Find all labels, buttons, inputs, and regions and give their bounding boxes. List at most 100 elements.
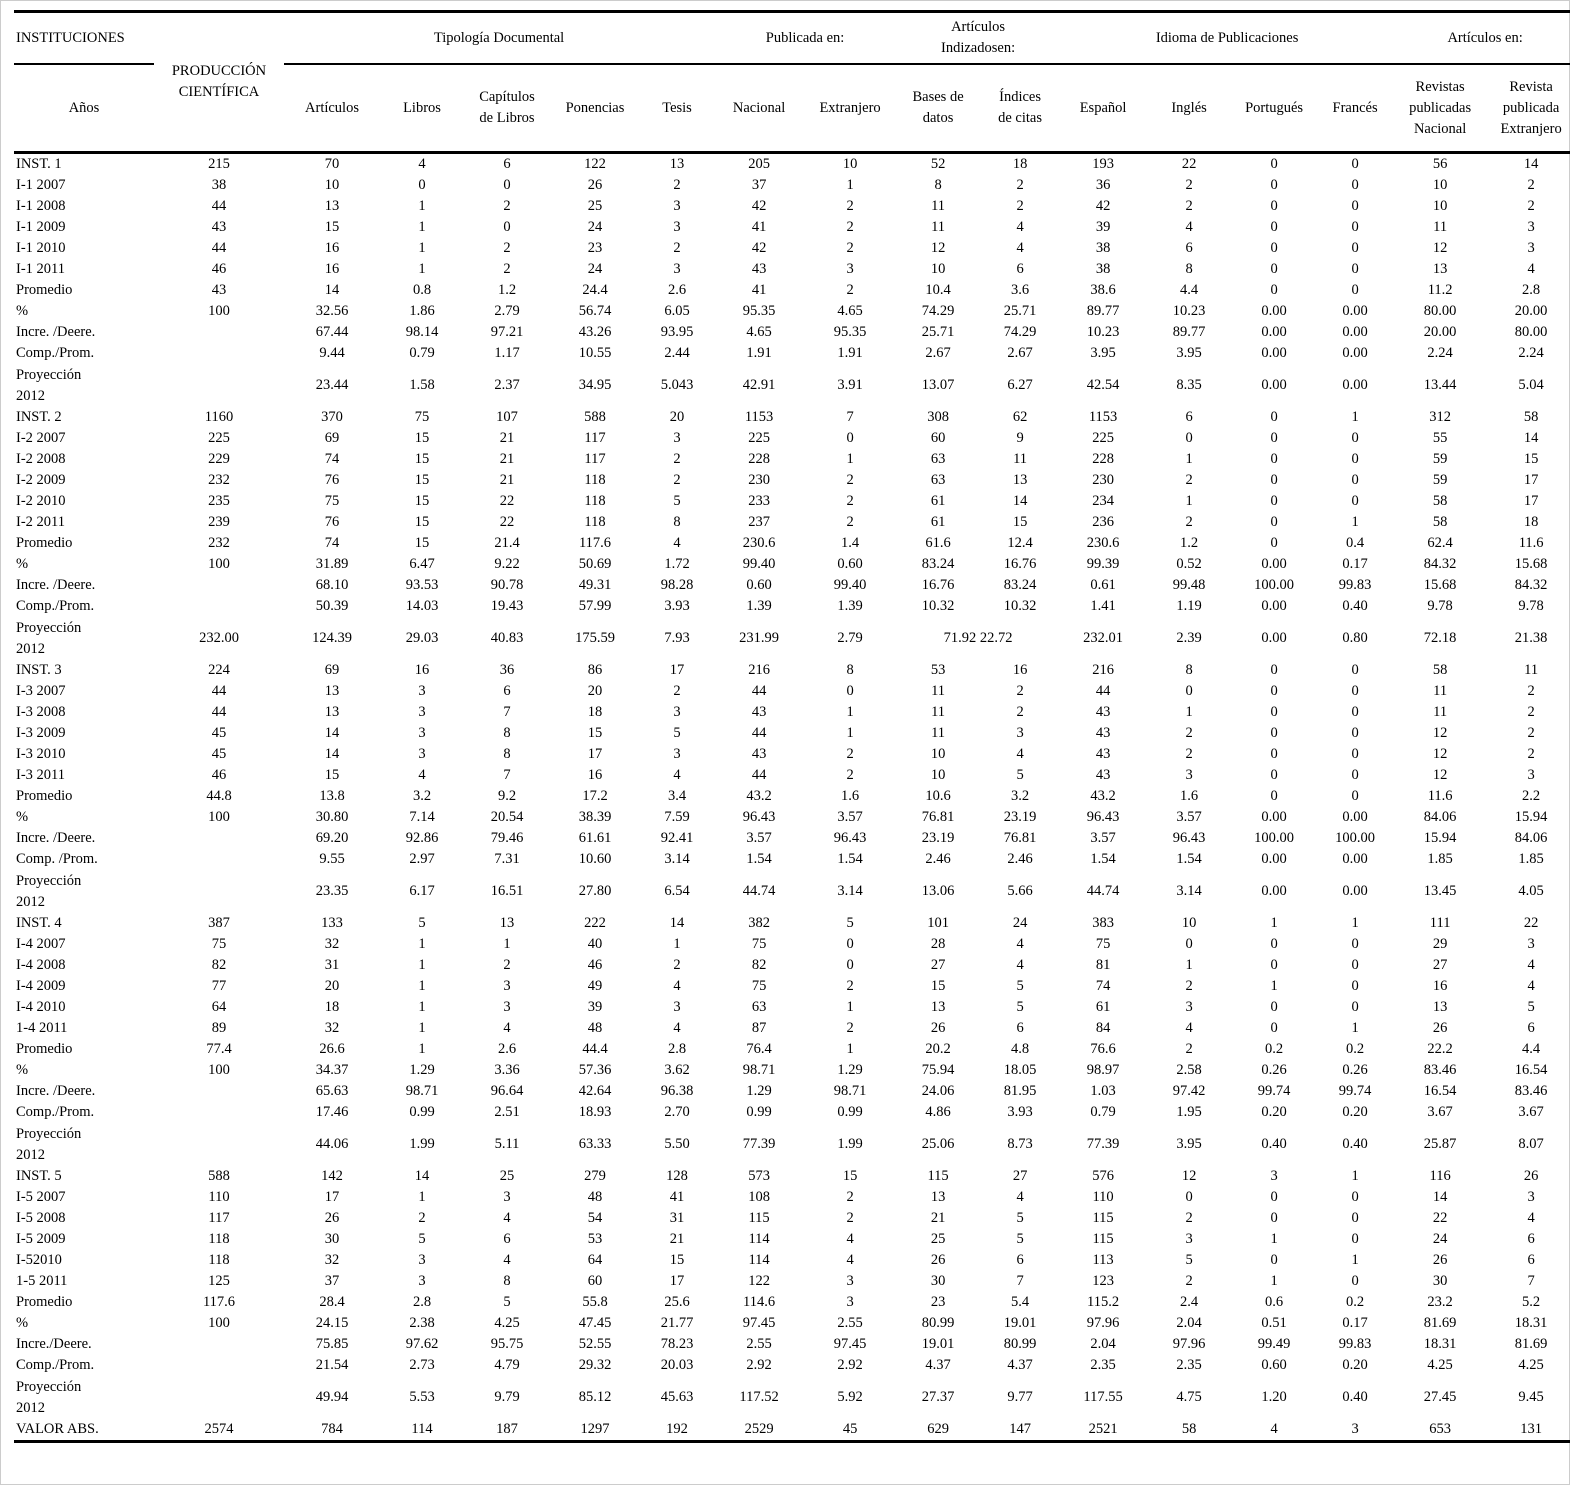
- table-cell: 42.91: [742, 377, 776, 393]
- table-cell: 0.6: [1265, 1294, 1284, 1310]
- table-cell: 128: [666, 1168, 688, 1184]
- table-row: I-4 2009 77 20 1 3 49 4 75 2 15 5 74 2 1 0 16 4: [14, 976, 1570, 997]
- table-cell: 3: [1351, 1421, 1359, 1437]
- table-cell: 20.54: [490, 809, 524, 825]
- table-cell: 80.00: [1514, 324, 1548, 340]
- table-cell: 5.53: [409, 1389, 435, 1405]
- table-cell: 77.39: [742, 1136, 776, 1152]
- table-cell: 3.14: [1176, 883, 1202, 899]
- table-cell: 117: [584, 451, 606, 467]
- table-cell: 58: [1432, 514, 1448, 530]
- table-cell: 75: [414, 409, 430, 425]
- table-cell: 0: [1270, 451, 1278, 467]
- table-cell: 239: [208, 514, 230, 530]
- table-cell: 11: [931, 683, 946, 699]
- table-cell: 1: [846, 999, 854, 1015]
- table-cell: 3: [1270, 1168, 1278, 1184]
- table-cell: 3: [418, 746, 426, 762]
- table-cell: 3.57: [837, 809, 863, 825]
- column-header-ingles: Inglés: [1146, 64, 1233, 154]
- table-cell: 117: [584, 430, 606, 446]
- table-cell: 4: [1016, 219, 1024, 235]
- row-label-text: Proyección 2012: [16, 619, 82, 657]
- table-cell: 13: [324, 198, 340, 214]
- table-cell: [154, 1081, 284, 1102]
- table-cell: 588: [208, 1168, 230, 1184]
- table-cell: 0: [1270, 704, 1278, 720]
- table-cell: 4: [1185, 219, 1193, 235]
- table-cell: 3: [1185, 999, 1193, 1015]
- table-cell: 0: [1351, 746, 1359, 762]
- table-cell: 0: [1185, 430, 1193, 446]
- table-cell: 7: [846, 409, 854, 425]
- table-cell: 7: [1016, 1273, 1024, 1289]
- group-header-idioma-publicaciones: Idioma de Publicaciones: [1060, 11, 1395, 65]
- row-label: I-1 2009: [16, 219, 66, 235]
- table-cell: 96.43: [1086, 809, 1120, 825]
- table-cell: 1.99: [837, 1136, 863, 1152]
- table-cell: 3.6: [1011, 282, 1030, 298]
- table-cell: 3: [673, 704, 681, 720]
- table-cell: 0: [1185, 683, 1193, 699]
- table-cell: 4.25: [1427, 1357, 1453, 1373]
- table-cell: 0.00: [1342, 303, 1368, 319]
- table-cell: 11: [1524, 662, 1539, 678]
- table-cell: 1: [846, 725, 854, 741]
- table-cell: 17: [324, 1189, 340, 1205]
- table-cell: 89.77: [1086, 303, 1120, 319]
- table-cell: 10.23: [1086, 324, 1120, 340]
- row-label: I-2 2009: [16, 472, 66, 488]
- table-cell: 5.2: [1522, 1294, 1541, 1310]
- table-cell: 31.89: [315, 556, 349, 572]
- table-cell: 3: [1527, 1189, 1535, 1205]
- row-label: INST. 1: [16, 156, 62, 172]
- table-row: I-3 2009 45 14 3 8 15 5 44 1 11 3 43 2 0 0 12 2: [14, 723, 1570, 744]
- table-cell: 27: [930, 957, 946, 973]
- table-cell: 114.6: [743, 1294, 776, 1310]
- table-cell: 20: [669, 409, 685, 425]
- table-cell: 24: [587, 261, 603, 277]
- table-cell: 4: [1016, 240, 1024, 256]
- row-label: Proyección 2012: [14, 364, 154, 407]
- table-cell: 11: [931, 704, 946, 720]
- table-cell: 2: [1527, 177, 1535, 193]
- table-row: % 100 24.15 2.38 4.25 47.45 21.77 97.45 2.55 80.9…: [14, 1313, 1570, 1334]
- table-cell: 0.20: [1342, 1104, 1368, 1120]
- table-cell: 4: [503, 1210, 511, 1226]
- table-cell: 115: [1092, 1210, 1114, 1226]
- table-cell: 3: [1185, 767, 1193, 783]
- table-cell: [154, 1334, 284, 1355]
- table-cell: 2: [503, 957, 511, 973]
- table-cell: 24.15: [315, 1315, 349, 1331]
- table-cell: 1: [418, 1020, 426, 1036]
- table-cell: 93.95: [660, 324, 694, 340]
- table-cell: 0.00: [1261, 630, 1287, 646]
- table-cell: 24.4: [582, 282, 608, 298]
- table-cell: 0: [1270, 725, 1278, 741]
- table-cell: 3: [418, 704, 426, 720]
- table-cell: 26: [1432, 1252, 1448, 1268]
- table-cell: 0.20: [1342, 1357, 1368, 1373]
- table-cell: 2: [1016, 704, 1024, 720]
- table-cell: 4.05: [1518, 883, 1544, 899]
- table-cell: 5.11: [494, 1136, 520, 1152]
- table-cell: 0: [1351, 430, 1359, 446]
- table-row: I-1 2009 43 15 1 0 24 3 41 2 11 4 39 4 0 0 11 3: [14, 217, 1570, 238]
- table-cell: 16.54: [1423, 1083, 1457, 1099]
- table-cell: 2: [846, 1210, 854, 1226]
- table-cell: 84.06: [1514, 830, 1548, 846]
- table-cell: 21.77: [660, 1315, 694, 1331]
- table-cell: 0.00: [1261, 598, 1287, 614]
- table-cell: 44.06: [315, 1136, 349, 1152]
- table-cell: 8: [503, 1273, 511, 1289]
- table-row: I-5 2008 117 26 2 4 54 31 115 2 21 5 115 2 0 0 22 4: [14, 1208, 1570, 1229]
- table-cell: 2.70: [664, 1104, 690, 1120]
- table-cell: 6: [1185, 409, 1193, 425]
- table-cell: 9.44: [319, 345, 345, 361]
- row-label: %: [16, 1315, 29, 1331]
- table-cell: 20.00: [1423, 324, 1457, 340]
- table-cell: 3: [673, 261, 681, 277]
- table-cell: 6: [503, 1231, 511, 1247]
- table-cell: 2: [1185, 177, 1193, 193]
